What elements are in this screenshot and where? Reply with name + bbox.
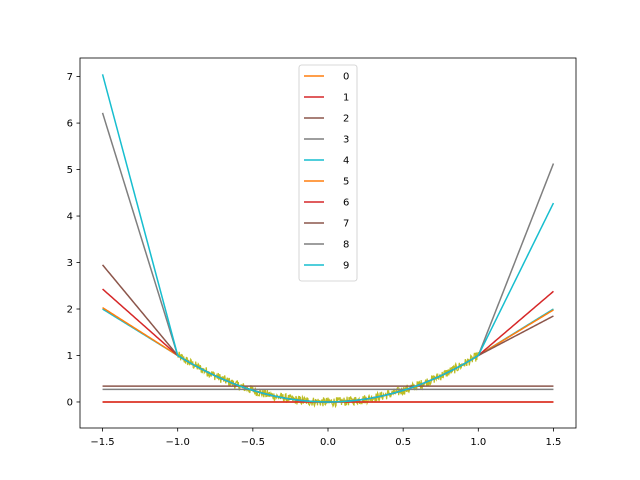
x-tick-label: 1.5 bbox=[546, 437, 562, 448]
legend-label-9: 9 bbox=[343, 261, 349, 272]
legend-label-0: 0 bbox=[343, 72, 349, 83]
y-tick-label: 5 bbox=[67, 165, 73, 176]
series-line-9 bbox=[101, 74, 555, 403]
y-axis: 0 1 2 3 4 5 6 7 bbox=[67, 72, 80, 408]
y-tick-label: 7 bbox=[67, 72, 73, 83]
legend-label-6: 6 bbox=[343, 198, 349, 209]
legend-label-7: 7 bbox=[343, 219, 349, 230]
legend-label-1: 1 bbox=[343, 93, 349, 104]
legend-label-2: 2 bbox=[343, 114, 349, 125]
legend-label-5: 5 bbox=[343, 177, 349, 188]
x-tick-label: −1.0 bbox=[166, 437, 190, 448]
y-tick-label: 1 bbox=[67, 351, 73, 362]
x-axis: −1.5 −1.0 −0.5 0.0 0.5 1.0 1.5 bbox=[90, 428, 561, 448]
series-layer bbox=[101, 74, 555, 403]
y-tick-label: 2 bbox=[67, 305, 73, 316]
legend-label-4: 4 bbox=[343, 156, 349, 167]
y-tick-label: 4 bbox=[67, 212, 73, 223]
x-tick-label: 1.0 bbox=[470, 437, 486, 448]
legend: 0 1 2 3 4 5 6 7 8 9 bbox=[298, 64, 358, 282]
x-tick-label: −1.5 bbox=[90, 437, 114, 448]
legend-box bbox=[298, 64, 358, 282]
y-tick-label: 3 bbox=[67, 258, 73, 269]
x-tick-label: 0.5 bbox=[395, 437, 411, 448]
y-tick-label: 0 bbox=[67, 397, 73, 408]
x-tick-label: 0.0 bbox=[320, 437, 336, 448]
y-tick-label: 6 bbox=[67, 119, 73, 130]
x-tick-label: −0.5 bbox=[241, 437, 265, 448]
plot-area bbox=[101, 74, 555, 409]
legend-label-3: 3 bbox=[343, 135, 349, 146]
legend-label-8: 8 bbox=[343, 240, 349, 251]
